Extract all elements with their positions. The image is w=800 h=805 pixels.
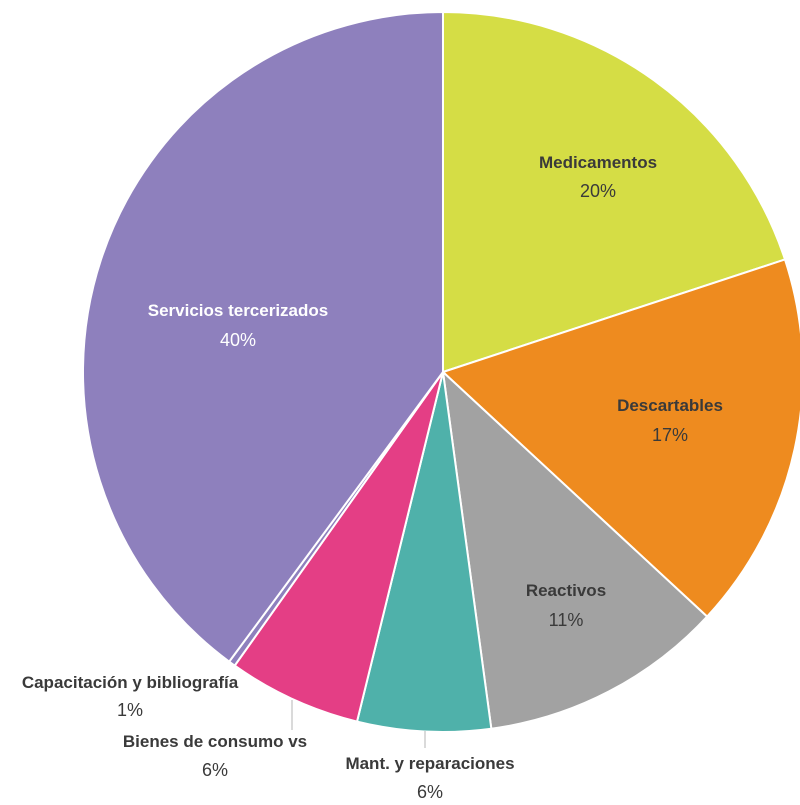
slice-label-servicios-tercerizados: Servicios tercerizados (148, 301, 328, 320)
leader-lines (291, 700, 426, 748)
slice-label-descartables: Descartables (617, 396, 723, 415)
slice-percent-medicamentos: 20% (580, 181, 616, 201)
slice-percent-capacitacion-y-bibliografia: 1% (117, 700, 143, 720)
pie-slice-servicios-tercerizados (82, 10, 444, 664)
pie-slices (82, 10, 800, 733)
pie-slice-descartables (441, 258, 800, 619)
slice-percent-servicios-tercerizados: 40% (220, 330, 256, 350)
slice-label-bienes-de-consumo-vs: Bienes de consumo vs (123, 732, 307, 751)
slice-label-reactivos: Reactivos (526, 581, 606, 600)
pie-slice-mant-y-reparaciones (355, 371, 493, 733)
pie-slice-reactivos (441, 369, 709, 730)
pie-slice-bienes-de-consumo-vs (233, 371, 444, 723)
slice-percent-mant-y-reparaciones: 6% (417, 782, 443, 802)
slice-label-mant-y-reparaciones: Mant. y reparaciones (345, 754, 514, 773)
slice-percent-bienes-de-consumo-vs: 6% (202, 760, 228, 780)
slice-label-medicamentos: Medicamentos (539, 153, 657, 172)
slice-label-capacitacion-y-bibliografia: Capacitación y bibliografía (22, 673, 239, 692)
slice-percent-descartables: 17% (652, 425, 688, 445)
slice-labels: Medicamentos 20% Descartables 17% Reactivos 1… (22, 153, 723, 802)
slice-percent-reactivos: 11% (549, 610, 584, 630)
pie-slice-medicamentos (442, 10, 787, 374)
